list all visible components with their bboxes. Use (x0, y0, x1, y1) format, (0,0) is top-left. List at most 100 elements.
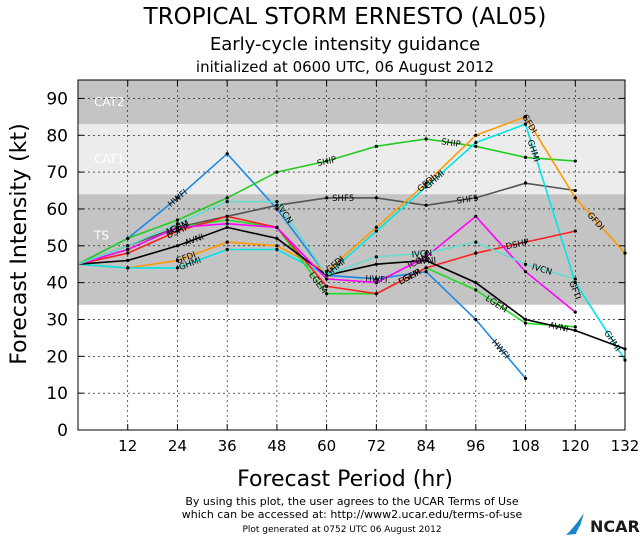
point-ship-72 (374, 144, 378, 148)
point-hwfi-72 (374, 277, 378, 281)
y-tick-label-0: 0 (57, 421, 68, 441)
y-tick-label-60: 60 (46, 200, 68, 220)
point-avni-108 (523, 317, 528, 322)
point-shf5-72 (374, 196, 378, 200)
series-label-shf5: SHF5 (456, 194, 479, 207)
point-hwfi-36 (225, 152, 229, 156)
x-tick-label-96: 96 (466, 437, 485, 455)
band-cat2 (78, 80, 625, 125)
point-gfdi-60 (325, 269, 329, 274)
band-cat1 (78, 124, 625, 195)
chart-subtitle: Early-cycle intensity guidance (210, 34, 480, 55)
grid-lines (78, 80, 626, 430)
point-ivcn-48 (275, 199, 279, 204)
point-shf5-120 (573, 188, 577, 193)
ncar-logo-text: NCAR (590, 517, 640, 536)
x-tick-label-120: 120 (561, 437, 590, 455)
series-line-gfdi (77, 115, 626, 273)
point-hwfi-96 (474, 317, 478, 322)
point-shf5-84 (424, 203, 428, 207)
series-label-ship: SHIP (316, 155, 337, 169)
point-dshp-36 (225, 214, 229, 218)
x-tick-label-24: 24 (168, 437, 187, 455)
y-tick-label-50: 50 (46, 237, 68, 257)
plot-frame (77, 79, 626, 431)
series-points (126, 115, 627, 381)
point-gfdi-72 (374, 225, 378, 229)
point-ivcn-60 (325, 273, 329, 277)
point-dshp-60 (325, 284, 329, 288)
band-label-ts: TS (93, 228, 109, 242)
series-label-avni: AVNI (548, 321, 570, 335)
point-lgem-36 (225, 218, 229, 222)
point-ghmi-72 (374, 229, 378, 233)
point-avni-36 (225, 225, 229, 229)
point-ship-12 (126, 236, 130, 241)
chart-title: TROPICAL STORM ERNESTO (AL05) (143, 4, 547, 30)
series-line-ghmi (77, 123, 626, 361)
x-axis-label: Forecast Period (hr) (237, 467, 453, 492)
point-ivcn-120 (573, 277, 577, 281)
x-tick-label-48: 48 (267, 437, 286, 455)
point-icon-36 (225, 222, 229, 226)
point-avni-12 (126, 258, 130, 263)
y-tick-label-80: 80 (46, 126, 68, 146)
terms-line-1: By using this plot, the user agrees to t… (185, 495, 518, 508)
point-ghmi-36 (225, 247, 229, 252)
axis-ticks (78, 80, 626, 431)
point-ghmi-84 (424, 185, 428, 189)
point-gfdi-120 (573, 196, 577, 200)
point-dshp-108 (523, 240, 528, 244)
point-dshp-120 (573, 229, 577, 233)
x-tick-label-72: 72 (367, 437, 386, 455)
chart-init-time: initialized at 0600 UTC, 06 August 2012 (196, 58, 494, 76)
point-avni-24 (175, 244, 180, 248)
terms-line-2: which can be accessed at: http://www2.uc… (182, 508, 523, 521)
point-ghmi-120 (573, 281, 577, 285)
point-hwfi-84 (424, 269, 428, 274)
point-dshp-72 (374, 292, 378, 296)
point-dshp-96 (474, 251, 478, 255)
series-line-hwfi (77, 152, 527, 379)
point-ship-84 (424, 137, 428, 141)
x-tick-label-84: 84 (417, 437, 436, 455)
point-icon-72 (374, 281, 378, 285)
point-ivcn-84 (424, 251, 428, 255)
point-shf5-96 (474, 196, 478, 200)
x-tick-label-108: 108 (511, 437, 540, 455)
point-lgem-60 (325, 292, 329, 296)
point-dshp-24 (175, 229, 180, 233)
point-avni-48 (275, 236, 279, 241)
point-shf5-108 (523, 181, 528, 185)
series-label-ship: SHIP (441, 137, 462, 150)
y-axis-label: Forecast Intensity (kt) (7, 123, 32, 364)
point-hwfi-48 (275, 207, 279, 211)
point-avni-84 (424, 258, 428, 263)
x-tick-label-60: 60 (317, 437, 336, 455)
series-label-shf5: SHF5 (332, 194, 354, 204)
point-lgem-108 (523, 321, 528, 325)
point-ship-24 (175, 218, 180, 222)
point-icon-12 (126, 247, 130, 252)
band-label-cat2: CAT2 (94, 95, 125, 109)
y-tick-label-40: 40 (46, 274, 68, 294)
point-gfdi-84 (424, 181, 428, 185)
band-label-cat1: CAT1 (94, 152, 125, 166)
point-dshp-12 (126, 251, 130, 255)
point-dshp-84 (424, 266, 428, 270)
x-tick-label-132: 132 (611, 437, 640, 455)
point-gfdi-48 (275, 244, 279, 248)
x-tick-label-12: 12 (118, 437, 137, 455)
ncar-sun-icon (566, 513, 584, 535)
point-ivcn-36 (225, 199, 229, 204)
point-ivcn-72 (374, 255, 378, 259)
series-label-hwfi: HWFI (365, 274, 388, 286)
point-hwfi-108 (523, 376, 528, 381)
point-lgem-120 (573, 325, 577, 329)
y-tick-label-30: 30 (46, 310, 68, 330)
intensity-bands: CAT2 CAT1 TS (78, 80, 625, 305)
point-ship-36 (225, 196, 229, 200)
y-tick-label-90: 90 (46, 89, 68, 109)
point-ship-96 (474, 144, 478, 148)
